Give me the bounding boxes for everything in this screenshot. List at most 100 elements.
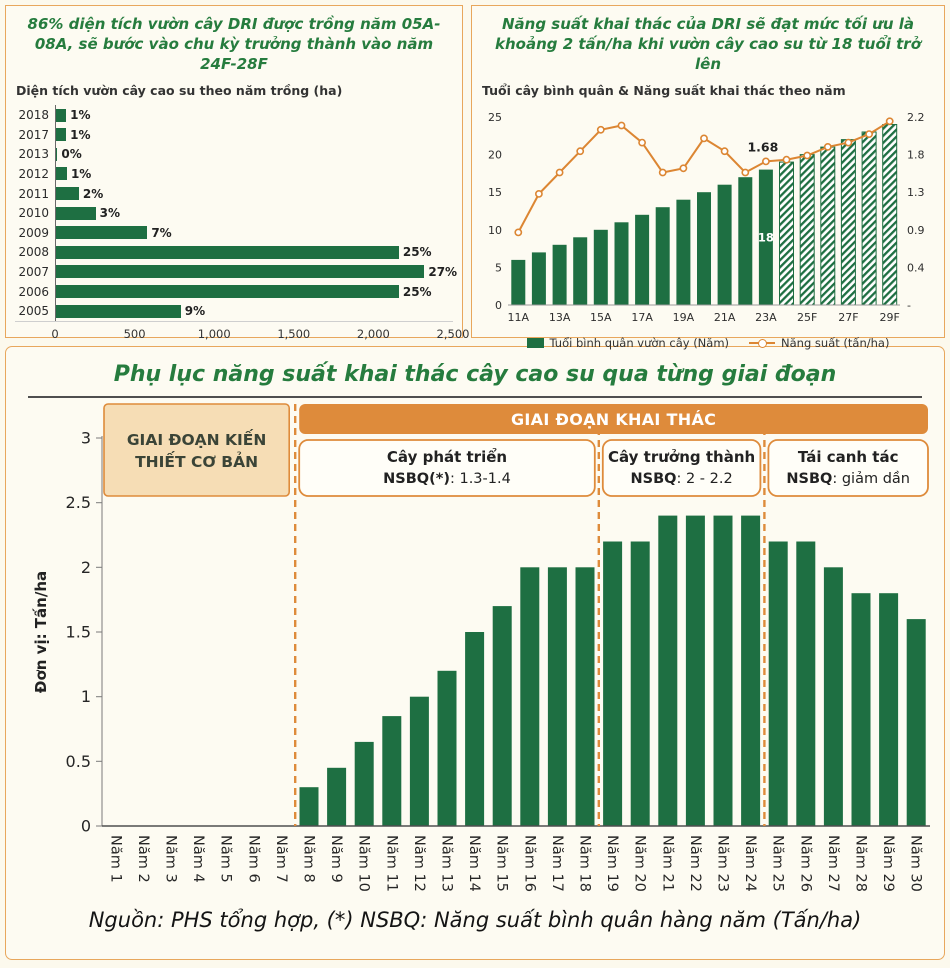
- x-tick-label: Năm 30: [908, 835, 924, 892]
- top-row: 86% diện tích vườn cây DRI được trồng nă…: [0, 0, 950, 350]
- year-label: 2017: [18, 127, 49, 142]
- age-bar: [882, 124, 898, 306]
- age-bar: [614, 222, 629, 306]
- bar-track: 9%: [55, 301, 453, 321]
- bar-annotation: 18: [758, 231, 774, 245]
- area-bar: [55, 167, 67, 181]
- bar-track: 1%: [55, 125, 453, 145]
- yield-bar: [354, 741, 374, 826]
- year-label: 2005: [18, 304, 49, 319]
- bar-row: 2011 2%: [15, 184, 453, 204]
- y-tick-label: 1: [81, 687, 91, 706]
- yield-bar: [796, 541, 816, 826]
- percent-label: 25%: [402, 284, 432, 299]
- age-yield-combo-chart: 0 5 10 15 20 25 - 0.4 0.9 1.3 1.8 2.2 18 1.68 11A 13A 15…: [481, 105, 935, 331]
- area-bar: [55, 206, 96, 220]
- yield-marker: [823, 143, 832, 152]
- line-annotation: 1.68: [747, 140, 778, 155]
- yield-marker: [617, 121, 626, 130]
- y-tick-label: 3: [81, 429, 91, 448]
- age-bar: [676, 200, 691, 306]
- age-bar: [738, 177, 753, 306]
- age-bar: [840, 139, 856, 306]
- x-tick-label: Năm 15: [494, 835, 510, 892]
- age-bar: [531, 252, 546, 306]
- yield-marker: [761, 157, 770, 166]
- yield-bar: [492, 606, 512, 826]
- title-underline: [28, 396, 922, 398]
- x-tick-label: 2,500: [436, 326, 470, 341]
- x-tick-label: 1,500: [277, 326, 311, 341]
- stage-basic-label: GIAI ĐOẠN KIẾN: [127, 428, 267, 449]
- yield-bar: [575, 567, 595, 826]
- x-tick-label: 19A: [673, 311, 695, 324]
- area-bar: [55, 147, 58, 161]
- yield-bar: [603, 541, 623, 826]
- yield-bar: [630, 541, 650, 826]
- yield-marker: [865, 130, 873, 139]
- yield-marker: [741, 168, 750, 177]
- x-tick-label: Năm 27: [825, 835, 841, 892]
- stage-exploit-header: [299, 404, 928, 434]
- x-tick-label: Năm 8: [301, 835, 317, 883]
- bar-row: 2006 25%: [15, 282, 453, 302]
- left-axis-tick: 25: [488, 111, 502, 124]
- planting-area-chart: 2018 1% 2017 1% 2013 0% 2012 1% 2011 2% 2010 3% 2009…: [15, 105, 469, 342]
- age-bar: [820, 146, 836, 306]
- area-bar: [55, 265, 425, 279]
- x-tick-label: Năm 26: [797, 835, 813, 892]
- area-bar: [55, 285, 399, 299]
- x-tick-label: Năm 6: [245, 835, 261, 883]
- percent-label: 7%: [151, 225, 172, 240]
- yield-bar: [658, 515, 678, 826]
- x-tick-label: Năm 1: [107, 835, 123, 883]
- area-bar: [55, 128, 67, 142]
- yield-marker: [720, 147, 729, 156]
- right-axis-tick: 0.4: [907, 262, 925, 275]
- yield-marker: [885, 117, 894, 126]
- bar-row: 2012 1%: [15, 164, 453, 184]
- age-yield-heading: Năng suất khai thác của DRI sẽ đạt mức t…: [494, 15, 921, 73]
- right-axis-tick: 1.3: [907, 187, 925, 200]
- yield-marker: [679, 164, 688, 173]
- x-tick-label: 0: [51, 326, 59, 341]
- x-tick-label: Năm 24: [742, 835, 758, 892]
- yield-bar: [547, 567, 567, 826]
- x-tick-label: 25F: [797, 311, 817, 324]
- stage-sub-title: Cây trưởng thành: [608, 448, 755, 466]
- x-tick-label: 17A: [631, 311, 653, 324]
- bar-row: 2008 25%: [15, 243, 453, 263]
- yield-bar: [299, 787, 319, 826]
- x-tick-label: 11A: [508, 311, 530, 324]
- year-label: 2007: [18, 264, 49, 279]
- area-bar: [55, 304, 181, 318]
- left-axis-tick: 10: [488, 224, 502, 237]
- x-tick-label: Năm 4: [190, 835, 206, 883]
- stage-sub-box: [298, 439, 596, 497]
- yield-stages-chart: 0 0.5 1 1.5 2 2.5 3 Đơn vị: Tấn/ha Năm 1 Năm 2 Năm…: [16, 398, 934, 907]
- age-yield-chart-title: Tuổi cây bình quân & Năng suất khai thác…: [482, 83, 846, 99]
- x-tick-label: 500: [123, 326, 146, 341]
- yield-marker: [535, 190, 543, 199]
- percent-label: 0%: [61, 147, 82, 162]
- yield-bar: [465, 632, 485, 826]
- percent-label: 3%: [99, 206, 120, 221]
- year-label: 2012: [18, 166, 49, 181]
- bar-track: 1%: [55, 105, 453, 125]
- yield-bar: [823, 567, 843, 826]
- percent-label: 1%: [70, 166, 92, 181]
- stage-basic-label: THIẾT CƠ BẢN: [135, 450, 258, 471]
- age-bar: [511, 260, 526, 306]
- x-tick-label: 21A: [714, 311, 736, 324]
- x-tick-label: Năm 18: [577, 835, 593, 892]
- x-tick-label: 15A: [590, 311, 612, 324]
- yield-bar: [851, 593, 871, 826]
- stage-sub-box: [767, 439, 929, 497]
- left-axis-tick: 5: [495, 262, 502, 275]
- yield-bar: [713, 515, 733, 826]
- x-tick-label: Năm 9: [328, 835, 344, 883]
- x-tick-label: Năm 25: [770, 835, 786, 892]
- bar-track: 27%: [55, 262, 457, 282]
- left-axis-tick: 0: [495, 299, 502, 312]
